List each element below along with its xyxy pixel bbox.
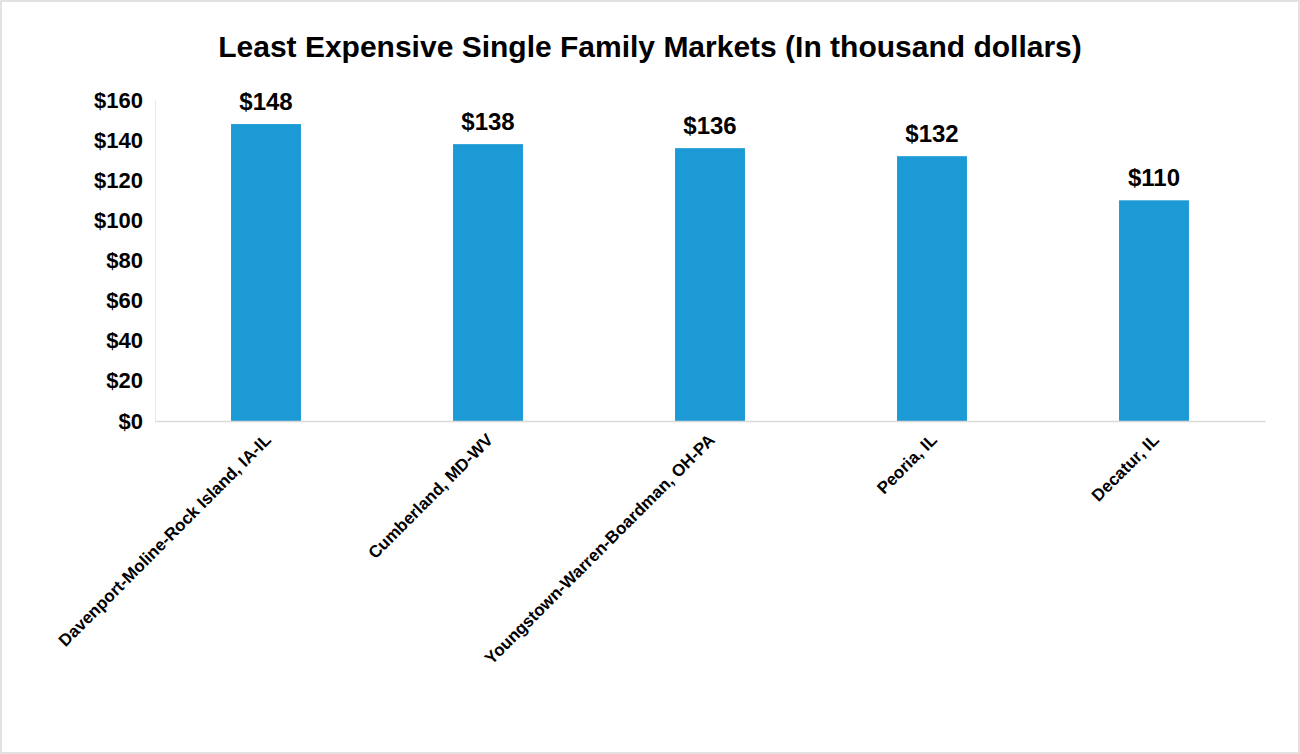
x-tick-label: Cumberland, MD-WV [365, 430, 498, 563]
x-tick: Cumberland, MD-WV [365, 421, 498, 563]
y-axis: $0 $20 $40 $60 $80 $100 $120 $140 $160 [94, 88, 155, 434]
y-tick: $100 [94, 208, 155, 233]
bars [231, 124, 1189, 421]
bar [231, 124, 301, 421]
data-label: $138 [461, 108, 514, 135]
chart: Least Expensive Single Family Markets (I… [0, 0, 1300, 754]
data-label: $132 [905, 120, 958, 147]
x-tick: Davenport-Moline-Rock Island, IA-IL [55, 421, 275, 650]
y-tick: $20 [106, 368, 155, 393]
y-axis-line [155, 101, 156, 422]
x-tick-label: Decatur, IL [1088, 430, 1163, 505]
y-tick-label: $100 [94, 208, 143, 233]
y-tick: $60 [106, 288, 155, 313]
bar [453, 144, 523, 421]
y-tick: $80 [106, 248, 155, 273]
chart-border [1, 1, 1299, 753]
data-label: $136 [683, 112, 736, 139]
x-tick: Youngstown-Warren-Boardman, OH-PA [481, 421, 719, 668]
y-tick-label: $60 [106, 288, 143, 313]
y-tick: $0 [119, 409, 155, 434]
data-labels: $148 $138 $136 $132 $110 [239, 88, 1180, 191]
bar [1119, 200, 1189, 421]
data-label: $148 [239, 88, 292, 115]
y-tick-label: $80 [106, 248, 143, 273]
x-tick-label: Youngstown-Warren-Boardman, OH-PA [481, 430, 719, 668]
y-tick-label: $40 [106, 328, 143, 353]
x-tick: Decatur, IL [1088, 421, 1163, 505]
y-tick-label: $160 [94, 88, 143, 113]
y-tick-label: $120 [94, 168, 143, 193]
x-tick-label: Davenport-Moline-Rock Island, IA-IL [55, 430, 275, 650]
y-tick: $160 [94, 88, 155, 113]
chart-title: Least Expensive Single Family Markets (I… [218, 30, 1082, 63]
x-tick: Peoria, IL [873, 421, 941, 498]
y-tick-label: $140 [94, 128, 143, 153]
y-tick: $140 [94, 128, 155, 153]
x-tick-label: Peoria, IL [873, 430, 941, 498]
y-tick: $40 [106, 328, 155, 353]
x-axis: Davenport-Moline-Rock Island, IA-IL Cumbe… [55, 421, 1265, 668]
y-tick-label: $0 [119, 409, 143, 434]
y-tick: $120 [94, 168, 155, 193]
data-label: $110 [1128, 164, 1180, 191]
x-axis-line [156, 421, 1266, 423]
y-tick-label: $20 [106, 368, 143, 393]
bar [897, 156, 967, 421]
bar [675, 148, 745, 421]
